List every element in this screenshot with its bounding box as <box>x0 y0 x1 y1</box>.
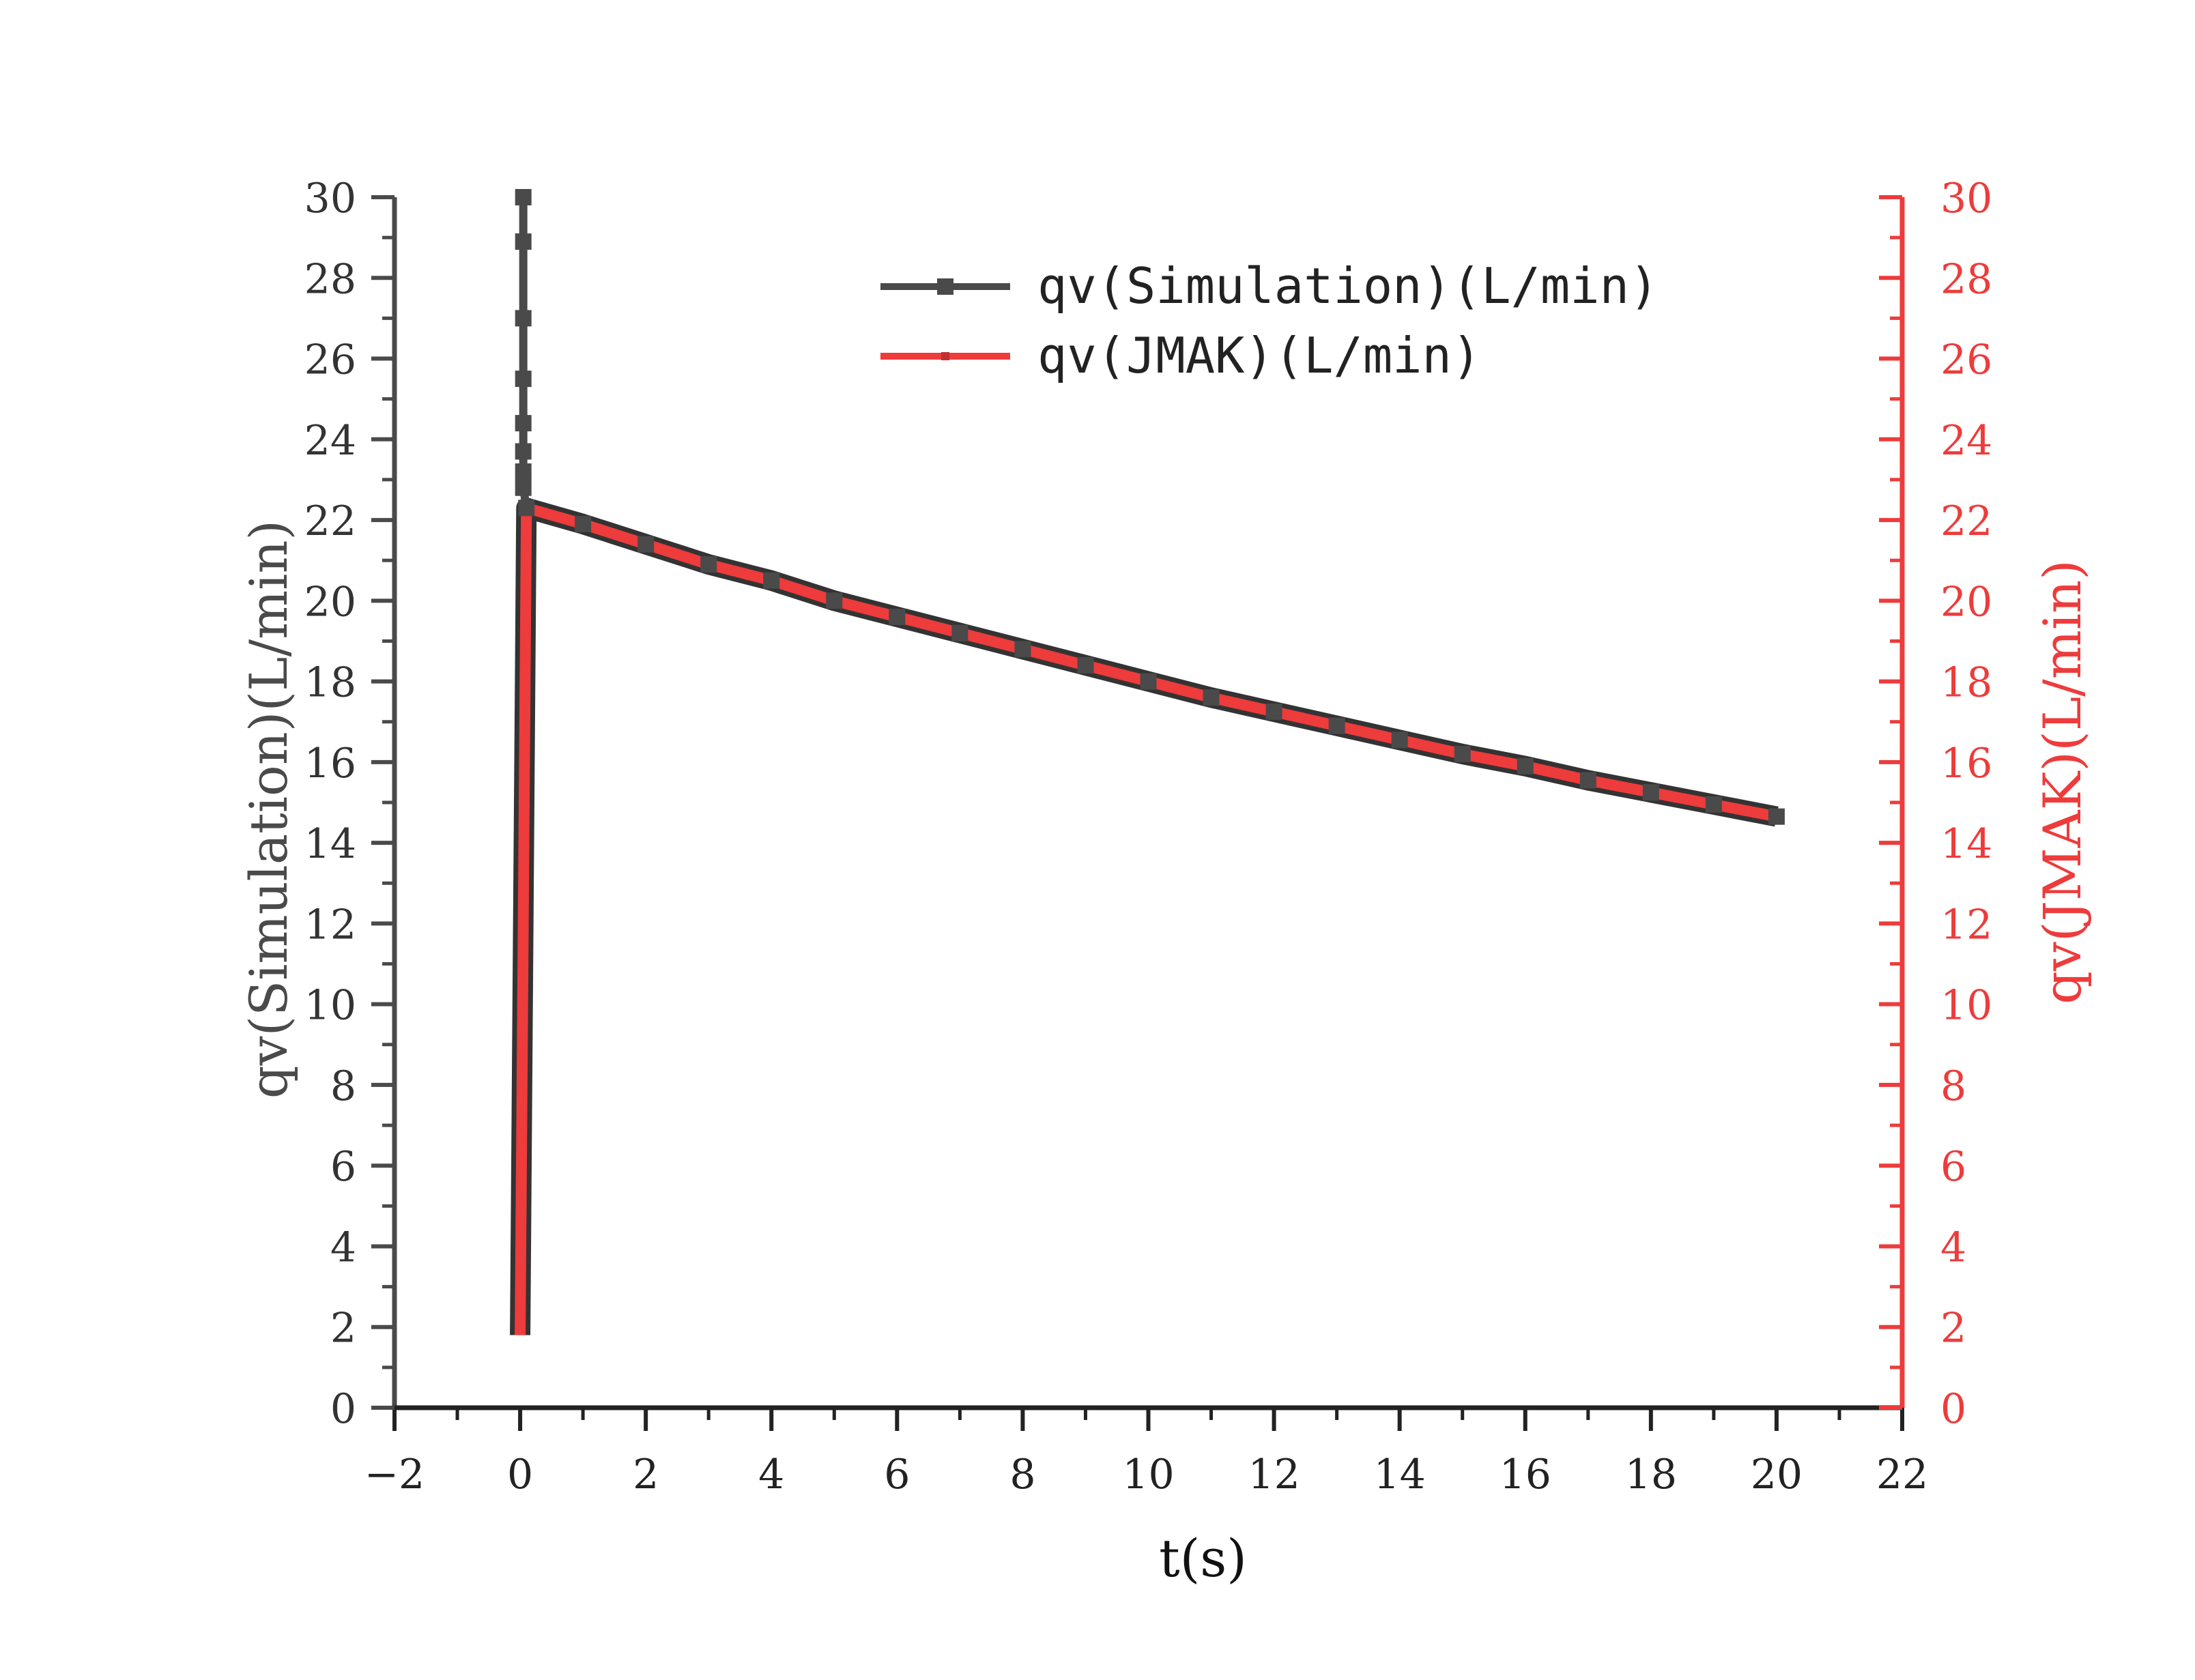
y2-tick-label: 10 <box>1940 982 1992 1030</box>
y2-tick-label: 0 <box>1940 1385 1966 1433</box>
y2-tick-label: 18 <box>1940 659 1992 707</box>
simulation-point <box>1140 673 1157 690</box>
simulation-point <box>1454 746 1471 763</box>
simulation-point <box>1579 772 1596 789</box>
y-tick-label: 18 <box>304 659 356 707</box>
x-tick-label: 14 <box>1373 1451 1425 1498</box>
simulation-point <box>515 443 532 460</box>
simulation-point <box>515 371 532 388</box>
y-tick-label: 4 <box>330 1223 356 1271</box>
jmak-series-line <box>515 502 1778 1335</box>
y-tick-label: 30 <box>304 175 356 222</box>
simulation-point <box>763 572 780 589</box>
x-tick-label: 10 <box>1122 1451 1174 1498</box>
y-tick-label: 28 <box>304 255 356 303</box>
simulation-point <box>1203 689 1220 706</box>
simulation-point <box>889 608 906 625</box>
y-axis-title: qv(Simulation)(L/min) <box>238 520 299 1099</box>
y-tick-label: 14 <box>304 820 356 868</box>
legend-jmak-marker <box>941 352 949 360</box>
simulation-point <box>518 499 535 517</box>
simulation-point <box>637 536 655 553</box>
x-tick-label: 0 <box>507 1451 533 1498</box>
x-tick-label: 16 <box>1500 1451 1551 1498</box>
simulation-point <box>515 479 532 496</box>
y-tick-label: 8 <box>330 1062 356 1110</box>
simulation-point <box>515 415 532 432</box>
y2-tick-label: 2 <box>1940 1305 1966 1352</box>
simulation-point <box>700 556 717 573</box>
x-tick-label: −2 <box>364 1451 425 1498</box>
simulation-point <box>1014 641 1031 658</box>
simulation-point <box>1642 784 1659 801</box>
y2-axis-title: qv(JMAK)(L/min) <box>2032 560 2093 1004</box>
x-axis-title: t(s) <box>1159 1528 1247 1589</box>
y-tick-label: 22 <box>304 497 356 545</box>
y2-tick-label: 8 <box>1940 1062 1966 1110</box>
y2-tick-label: 28 <box>1940 255 1992 303</box>
x-tick-label: 2 <box>633 1451 659 1498</box>
y-tick-label: 10 <box>304 982 356 1030</box>
y2-tick-label: 20 <box>1940 578 1992 626</box>
y-tick-label: 24 <box>304 417 356 465</box>
simulation-point <box>1077 656 1094 674</box>
x-tick-label: 20 <box>1751 1451 1803 1498</box>
y-tick-label: 12 <box>304 901 356 948</box>
legend: qv(Simulation)(L/min) qv(JMAK)(L/min) <box>880 257 1659 384</box>
simulation-point <box>515 233 532 250</box>
x-tick-label: 12 <box>1248 1451 1300 1498</box>
simulation-point <box>826 592 843 609</box>
plot-area <box>510 189 1785 1335</box>
simulation-point <box>951 624 969 641</box>
y2-tick-label: 30 <box>1940 175 1992 222</box>
y-tick-label: 0 <box>330 1385 356 1433</box>
simulation-point <box>515 310 532 327</box>
x-tick-label: 18 <box>1625 1451 1677 1498</box>
simulation-point <box>1391 732 1408 749</box>
legend-simulation-marker <box>937 278 953 295</box>
legend-jmak-label: qv(JMAK)(L/min) <box>1037 327 1481 384</box>
simulation-point <box>575 515 592 532</box>
y2-tick-label: 6 <box>1940 1143 1966 1191</box>
y-tick-label: 6 <box>330 1143 356 1191</box>
simulation-point <box>1517 757 1534 774</box>
y-tick-label: 16 <box>304 740 356 787</box>
x-tick-label: 22 <box>1876 1451 1928 1498</box>
y2-tick-label: 26 <box>1940 336 1992 384</box>
y-tick-label: 26 <box>304 336 356 384</box>
x-tick-label: 6 <box>884 1451 910 1498</box>
axes: −2 0 2 4 6 8 10 12 14 16 18 20 220246810121416182022… <box>238 175 2093 1589</box>
y2-tick-label: 14 <box>1940 820 1992 868</box>
y2-tick-label: 12 <box>1940 901 1992 948</box>
simulation-point <box>515 463 532 480</box>
y2-tick-label: 16 <box>1940 740 1992 787</box>
simulation-point <box>1265 703 1282 720</box>
y-tick-label: 2 <box>330 1305 356 1352</box>
legend-simulation-label: qv(Simulation)(L/min) <box>1037 257 1659 315</box>
y2-tick-label: 22 <box>1940 497 1992 545</box>
simulation-point <box>515 189 532 205</box>
y-tick-label: 20 <box>304 578 356 626</box>
x-tick-label: 8 <box>1009 1451 1035 1498</box>
y2-tick-label: 24 <box>1940 417 1992 465</box>
simulation-point <box>1328 717 1345 734</box>
simulation-point <box>1768 808 1785 825</box>
jmak-series-outline <box>510 497 1779 1335</box>
x-tick-label: 4 <box>758 1451 784 1498</box>
simulation-point <box>1705 796 1722 813</box>
y2-tick-label: 4 <box>1940 1223 1966 1271</box>
